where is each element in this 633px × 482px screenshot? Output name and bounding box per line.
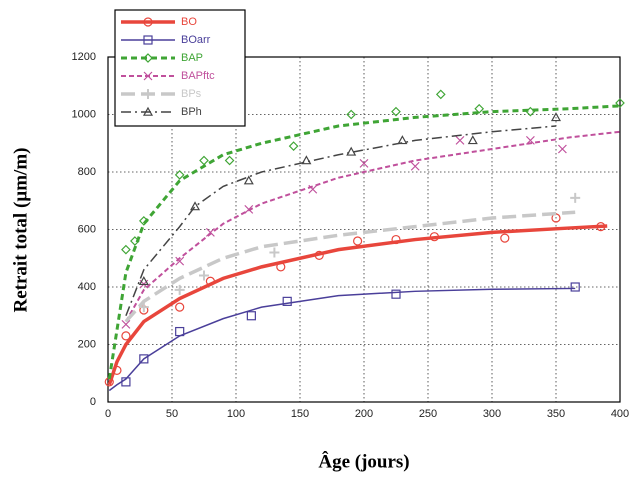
marker [130, 236, 140, 246]
plot-frame [107, 56, 621, 403]
marker [570, 282, 580, 292]
marker [243, 175, 254, 185]
legend: BO BOarr BAP BAPftc BPs BPh [114, 9, 246, 127]
marker [205, 227, 215, 237]
marker [314, 250, 324, 260]
marker [143, 89, 153, 99]
marker [175, 256, 185, 266]
series-line [107, 224, 608, 386]
legend-label: BOarr [181, 34, 211, 46]
marker [138, 276, 149, 286]
marker [246, 311, 256, 321]
marker [570, 192, 581, 203]
legend-label: BPs [181, 88, 202, 100]
marker [308, 184, 318, 194]
y-tick-label: 400 [78, 281, 96, 293]
x-tick-label: 0 [105, 408, 111, 420]
marker [467, 135, 478, 145]
marker [174, 284, 185, 295]
marker [138, 216, 149, 226]
marker [596, 222, 606, 232]
x-tick-label: 50 [166, 408, 178, 420]
marker [397, 135, 408, 145]
marker [500, 233, 510, 243]
legend-label: BO [181, 16, 197, 28]
marker [199, 270, 209, 281]
marker [269, 247, 280, 258]
marker [346, 109, 357, 120]
marker [175, 326, 185, 337]
x-tick-label: 400 [611, 408, 629, 420]
marker [435, 89, 446, 100]
marker [353, 236, 363, 246]
marker [143, 35, 153, 45]
marker [121, 377, 131, 387]
marker [121, 331, 131, 341]
marker [550, 112, 562, 122]
marker [429, 232, 439, 242]
marker [224, 155, 235, 166]
series-line [124, 210, 576, 323]
x-tick-label: 350 [547, 408, 565, 420]
legend-label: BAPftc [181, 70, 215, 82]
marker [391, 289, 401, 299]
y-tick-label: 1000 [72, 108, 96, 120]
marker [301, 155, 312, 165]
marker [410, 161, 420, 171]
marker [525, 106, 536, 117]
x-tick-label: 150 [291, 408, 309, 420]
y-tick-label: 0 [90, 396, 96, 408]
legend-label: BPh [181, 106, 202, 118]
legend-label: BAP [181, 52, 203, 64]
x-tick-label: 200 [355, 408, 373, 420]
marker [557, 144, 567, 154]
marker [391, 234, 401, 245]
marker [112, 365, 122, 375]
y-tick-label: 1200 [72, 51, 96, 63]
marker [455, 135, 465, 145]
marker [139, 354, 149, 364]
marker [143, 53, 153, 63]
marker [346, 146, 357, 156]
marker [175, 302, 185, 312]
marker [199, 155, 209, 166]
marker [138, 302, 149, 313]
marker [143, 71, 153, 81]
marker [190, 201, 201, 211]
marker [142, 106, 154, 116]
marker [359, 158, 369, 168]
x-tick-label: 300 [483, 408, 501, 420]
marker [205, 276, 215, 286]
marker [121, 244, 131, 255]
marker [282, 296, 292, 306]
marker [615, 98, 625, 108]
marker [288, 141, 299, 151]
marker [244, 204, 254, 214]
x-tick-label: 250 [419, 408, 437, 420]
marker [276, 262, 286, 272]
y-tick-label: 800 [78, 166, 96, 178]
marker [143, 17, 153, 27]
series-line [107, 104, 621, 380]
marker [121, 319, 131, 329]
y-tick-label: 600 [78, 223, 96, 235]
marker [474, 103, 485, 114]
marker [174, 170, 185, 180]
y-tick-label: 200 [78, 338, 96, 350]
marker [525, 135, 535, 145]
series-line [125, 130, 621, 322]
x-axis-title: Âge (jours) [318, 450, 409, 472]
legend-box [114, 9, 246, 127]
x-tick-label: 100 [227, 408, 245, 420]
y-axis-title: Retrait total (µm/m) [10, 148, 31, 313]
marker [391, 106, 401, 117]
series-line [108, 287, 576, 392]
series-line [125, 125, 557, 317]
